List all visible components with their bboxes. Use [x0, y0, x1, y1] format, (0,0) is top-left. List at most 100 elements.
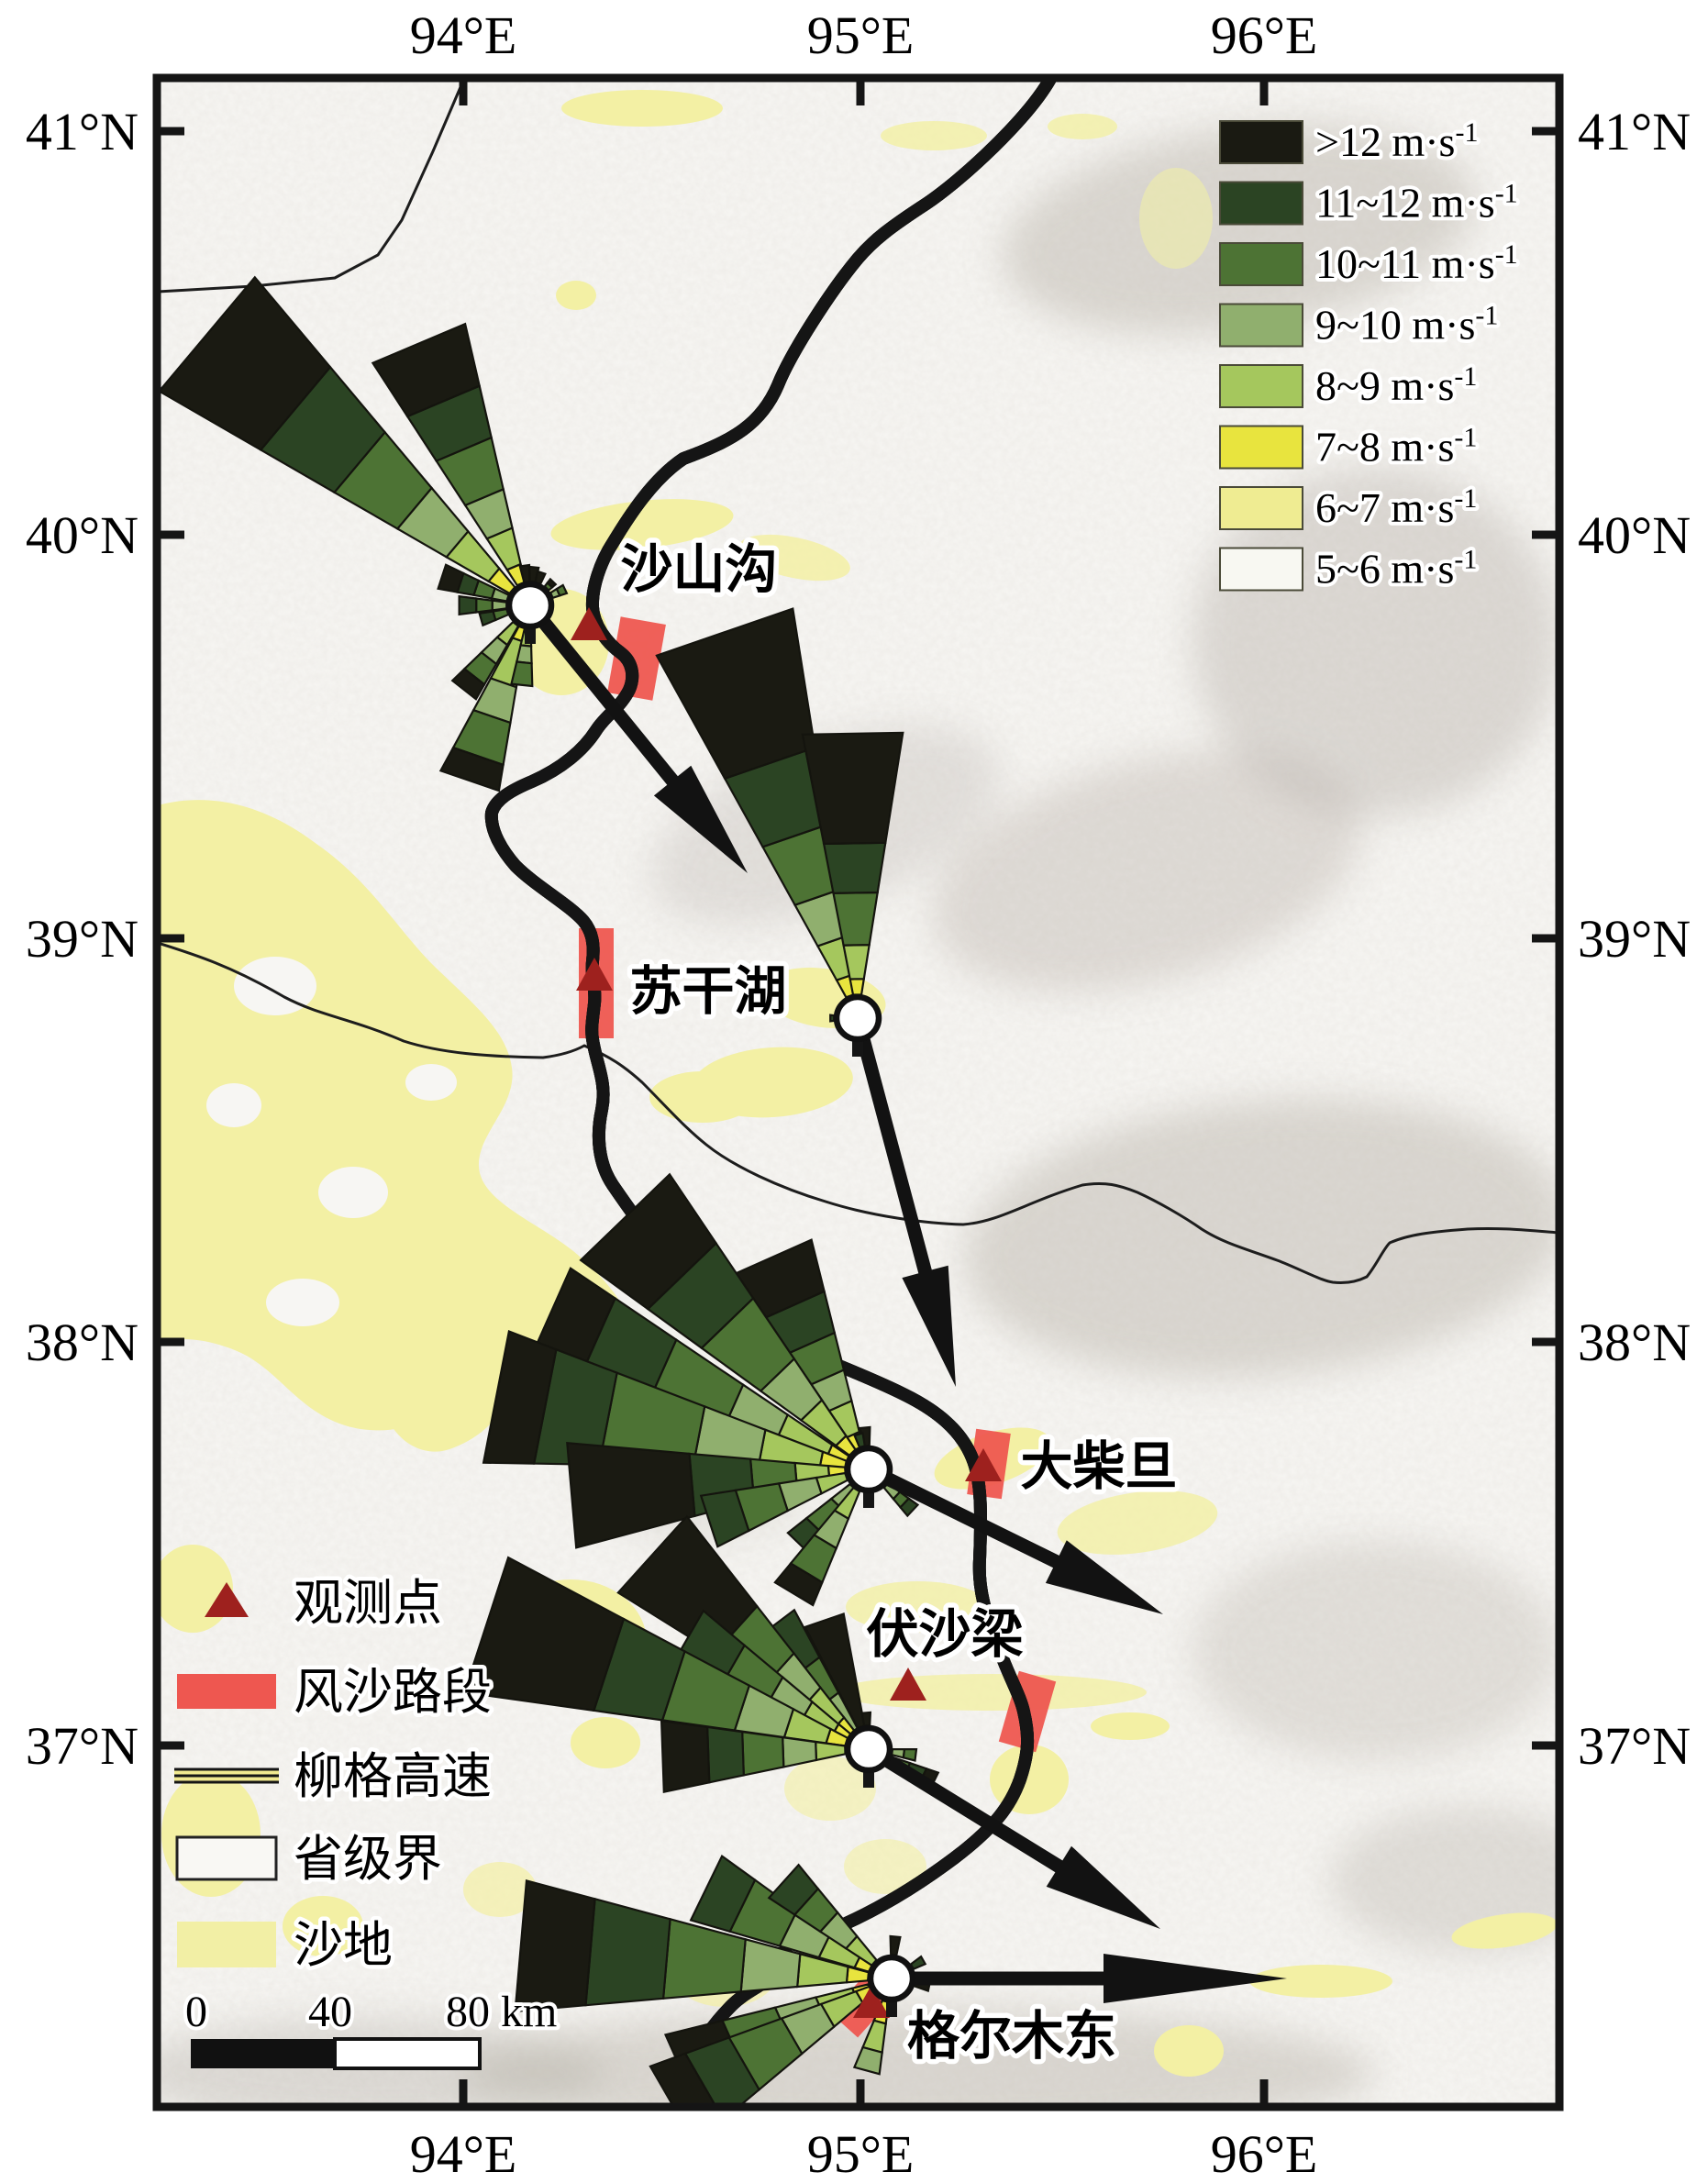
wind-rose-petal-segment: [510, 660, 534, 688]
speed-class-swatch: [1219, 303, 1303, 348]
legend-item-label: 沙地: [294, 1918, 393, 1973]
drift-direction-arrow: [865, 1463, 1163, 1614]
wind-rose-petal-segment: [579, 1172, 718, 1311]
speed-class-swatch: [1219, 486, 1303, 530]
observation-point-triangle: [890, 1668, 926, 1701]
speed-class-label: >12 m·s-1: [1315, 117, 1478, 165]
wind-rose-petal-segment: [157, 275, 332, 451]
speed-class-label: 6~7 m·s-1: [1315, 483, 1477, 531]
legend-sand-land-icon: [177, 1922, 276, 1967]
latitude-label-left: 38°N: [26, 1313, 139, 1372]
station-circle: [833, 993, 882, 1043]
wind-rose-petal-segment: [438, 746, 505, 792]
observation-triangles: [571, 607, 1002, 2018]
wind-rose-petal-segment: [705, 1725, 745, 1784]
latitude-label-right: 41°N: [1578, 102, 1691, 161]
speed-class-swatch: [1219, 425, 1303, 470]
legend-sand-road-icon: [177, 1674, 276, 1709]
wind-rose-petal-segment: [801, 731, 904, 846]
wind-rose-petal-segment: [555, 583, 569, 597]
wind-rose-petal-segment: [566, 1441, 696, 1549]
wind-rose-petal-segment: [371, 322, 481, 418]
scale-bar-label: 40: [308, 1988, 352, 2036]
wind-speed-legend: >12 m·s-1 11~12 m·s-1 10~11 m·s-1 9~10 m·s-…: [1219, 114, 1522, 596]
wind-rose-petal-segment: [616, 1514, 759, 1655]
scale-bar-segment-black: [191, 2039, 335, 2068]
speed-class-swatch: [1219, 547, 1303, 592]
wind-rose-petal-segment: [822, 841, 887, 894]
expressway-road: [492, 78, 1057, 2107]
wind-rose-petal-segment: [699, 1489, 750, 1548]
observation-point-triangle: [571, 607, 607, 640]
wind-rose-petal-segment: [689, 1854, 757, 1934]
wind-rose-petal-segment: [741, 1730, 785, 1777]
wind-rose-petal-segment: [660, 1719, 711, 1793]
latitude-label-right: 38°N: [1578, 1313, 1691, 1372]
wind-rose-petal-segment: [584, 1897, 671, 2007]
scale-bar: 0 40 80 km: [182, 1984, 560, 2070]
drift-direction-arrow: [892, 1954, 1287, 2003]
observation-point-triangle: [965, 1448, 1002, 1481]
speed-class-label: 9~10 m·s-1: [1315, 301, 1498, 349]
latitude-label-left: 39°N: [26, 909, 139, 969]
terrain-texture: [157, 78, 1559, 2107]
wind-rose-petal-segment: [655, 607, 816, 781]
wind-rose-petal-segment: [450, 667, 486, 701]
wind-rose-petal-segment: [852, 2045, 883, 2076]
drift-direction-arrow: [850, 1016, 956, 1387]
wind-rose-petal-segment: [514, 1878, 596, 2013]
drift-arrows: [525, 601, 1287, 2003]
legend-item-label: 省级界: [294, 1832, 442, 1887]
legend-province-boundary-icon: [175, 1835, 278, 1881]
longitude-label-bottom: 96°E: [1211, 2124, 1318, 2183]
station-label: 苏干湖: [630, 963, 787, 1021]
speed-class-swatch: [1219, 120, 1303, 164]
wind-rose-petal-segment: [478, 610, 497, 627]
speed-class-label: 5~6 m·s-1: [1315, 545, 1477, 593]
scale-bar-label: 0: [185, 1988, 207, 2036]
legend-item-label: 柳格高速: [294, 1749, 492, 1804]
latitude-label-right: 39°N: [1578, 909, 1691, 969]
wind-rose-petal-segment: [462, 1556, 626, 1712]
wind-rose-petal-segment: [767, 1863, 820, 1916]
wind-rose-petal-segment: [482, 1330, 558, 1465]
speed-class-label: 8~9 m·s-1: [1315, 361, 1477, 409]
latitude-label-right: 37°N: [1578, 1716, 1691, 1776]
longitude-label-top: 96°E: [1211, 6, 1318, 65]
station-label: 沙山沟: [621, 541, 778, 599]
wind-rose-petal-segment: [902, 1747, 918, 1762]
legend-observation-point-icon: [205, 1582, 249, 1617]
station-circle: [505, 581, 555, 630]
axis-labels: 94°E 94°E 95°E 95°E 96°E 96°E 41°N 41°N 40°N 40°N…: [26, 6, 1691, 2183]
latitude-label-left: 41°N: [26, 102, 139, 161]
wind-rose-petal-segment: [649, 2052, 717, 2107]
longitude-label-top: 94°E: [410, 6, 517, 65]
station-label: 伏沙梁: [867, 1606, 1024, 1664]
station-label: 格尔木东: [907, 2008, 1116, 2066]
observation-point-triangle: [853, 1985, 890, 2018]
latitude-label-right: 40°N: [1578, 505, 1691, 565]
wind-rose-petal-segment: [829, 1014, 836, 1023]
wind-rose-petal-segment: [546, 577, 558, 589]
drift-direction-arrow: [865, 1743, 1160, 1929]
drift-direction-arrow: [525, 601, 748, 873]
wind-rose-petal-segment: [848, 978, 866, 996]
legend-item-label: 风沙路段: [294, 1665, 492, 1720]
wind-rose-petal-segment: [437, 563, 465, 593]
scale-bar-label: 80 km: [446, 1988, 557, 2036]
station-circle: [867, 1954, 916, 2003]
legend-item-label: 观测点: [294, 1576, 442, 1631]
station-circle: [844, 1724, 893, 1774]
speed-class-swatch: [1219, 242, 1303, 286]
speed-class-label: 7~8 m·s-1: [1315, 423, 1477, 471]
scale-bar-segment-white: [333, 2037, 482, 2070]
wind-rose-petal-segment: [773, 1562, 824, 1607]
wind-rose-petal-segment: [860, 1711, 872, 1727]
speed-class-label: 10~11 m·s-1: [1315, 239, 1518, 287]
wind-roses: [157, 275, 940, 2107]
longitude-label-bottom: 95°E: [807, 2124, 915, 2183]
station-label: 大柴旦: [1021, 1438, 1178, 1496]
